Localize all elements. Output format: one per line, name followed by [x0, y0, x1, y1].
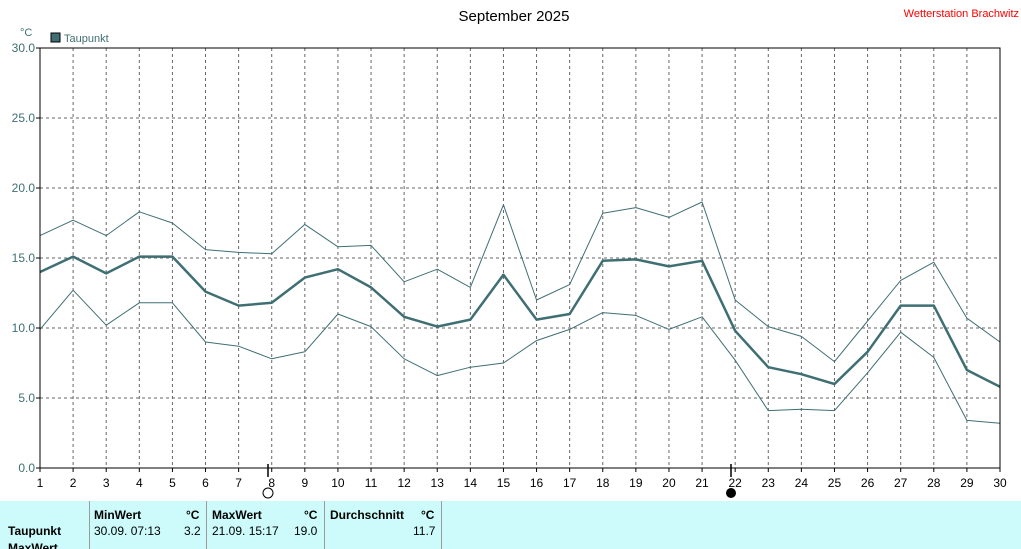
- max-header: MaxWert: [212, 508, 262, 522]
- next-row-label: MaxWert: [8, 541, 58, 549]
- x-tick-label: 22: [728, 476, 742, 490]
- x-tick-label: 28: [927, 476, 941, 490]
- y-tick-label: 20.0: [12, 181, 36, 195]
- x-tick-label: 3: [103, 476, 110, 490]
- x-tick-label: 6: [202, 476, 209, 490]
- x-tick-label: 17: [563, 476, 577, 490]
- x-tick-label: 12: [397, 476, 411, 490]
- y-tick-label: 25.0: [12, 111, 36, 125]
- x-tick-label: 19: [629, 476, 643, 490]
- station-name: Wetterstation Brachwitz: [904, 8, 1019, 20]
- series-line-min: [39, 289, 1001, 424]
- x-tick-label: 27: [894, 476, 908, 490]
- y-tick-label: 30.0: [12, 41, 36, 55]
- column-divider: [441, 501, 442, 549]
- column-divider: [89, 501, 90, 549]
- x-tick-label: 14: [464, 476, 478, 490]
- x-tick-label: 1: [37, 476, 44, 490]
- x-tick-label: 9: [301, 476, 308, 490]
- x-tick-label: 10: [331, 476, 345, 490]
- series-line-mean: [39, 255, 1001, 388]
- min-header: MinWert: [94, 508, 142, 522]
- plot-frame: [39, 47, 1001, 469]
- statistics-panel: MinWert °C MaxWert °C Durchschnitt °C Ta…: [0, 501, 1021, 549]
- x-tick-label: 18: [596, 476, 610, 490]
- dewpoint-chart: September 2025 Wetterstation Brachwitz °…: [12, 8, 1019, 499]
- y-tick-label: 10.0: [12, 321, 36, 335]
- max-time: 21.09. 15:17: [212, 524, 279, 538]
- row-label: Taupunkt: [8, 524, 62, 538]
- y-axis: 0.0 5.0 10.0 15.0 20.0 25.0 30.0: [12, 41, 40, 475]
- x-tick-label: 20: [662, 476, 676, 490]
- full-moon-icon: [262, 487, 274, 499]
- legend-swatch: [50, 32, 61, 43]
- x-tick-label: 25: [828, 476, 842, 490]
- max-value: 19.0: [294, 524, 318, 538]
- x-tick-label: 21: [695, 476, 709, 490]
- y-tick-label: 15.0: [12, 251, 36, 265]
- x-axis: 1 2 3 4 5 6 7 8 9 10 11 12 13 14 15 16 17 18 19 20 21 22 23 24 2…: [37, 468, 1007, 490]
- x-tick-label: 26: [861, 476, 875, 490]
- series-lines: [39, 201, 1001, 424]
- min-time: 30.09. 07:13: [94, 524, 161, 538]
- series-line-max: [39, 201, 1001, 363]
- x-tick-label: 5: [169, 476, 176, 490]
- chart-title: September 2025: [459, 8, 570, 25]
- x-tick-label: 11: [365, 476, 378, 490]
- avg-header: Durchschnitt: [330, 508, 405, 522]
- x-tick-label: 8: [268, 476, 275, 490]
- max-unit: °C: [304, 508, 318, 522]
- x-tick-label: 13: [431, 476, 445, 490]
- column-divider: [324, 501, 325, 549]
- x-tick-label: 29: [960, 476, 974, 490]
- x-tick-label: 23: [762, 476, 776, 490]
- min-unit: °C: [186, 508, 200, 522]
- y-tick-label: 0.0: [18, 461, 35, 475]
- x-tick-label: 2: [70, 476, 77, 490]
- avg-value: 11.7: [413, 524, 436, 538]
- min-value: 3.2: [184, 524, 201, 538]
- x-tick-label: 7: [235, 476, 242, 490]
- new-moon-icon: [726, 488, 736, 498]
- moon-phases: [262, 464, 736, 499]
- y-unit-label: °C: [20, 27, 32, 39]
- x-tick-label: 4: [136, 476, 143, 490]
- x-tick-label: 15: [497, 476, 511, 490]
- grid: [40, 48, 1000, 468]
- x-tick-label: 30: [993, 476, 1007, 490]
- avg-unit: °C: [421, 508, 435, 522]
- x-tick-label: 24: [795, 476, 809, 490]
- x-tick-label: 16: [530, 476, 544, 490]
- y-tick-label: 5.0: [18, 391, 35, 405]
- column-divider: [206, 501, 207, 549]
- legend-label: Taupunkt: [64, 33, 109, 45]
